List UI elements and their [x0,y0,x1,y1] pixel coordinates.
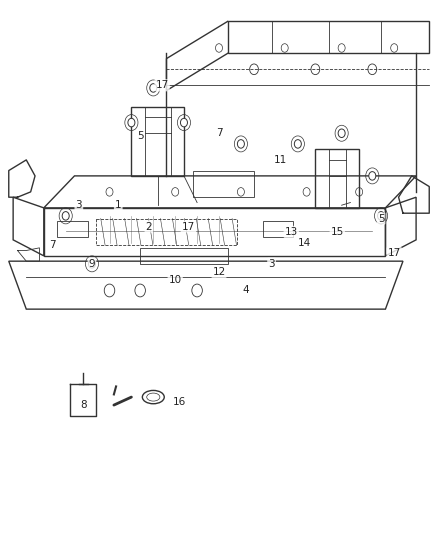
Circle shape [62,212,69,220]
Text: 1: 1 [115,200,122,210]
Circle shape [128,118,135,127]
Circle shape [378,212,385,220]
Text: 13: 13 [285,227,298,237]
Text: 4: 4 [242,286,249,295]
Text: 2: 2 [145,222,152,231]
Circle shape [180,118,187,127]
Text: 5: 5 [137,131,144,141]
Text: 8: 8 [80,400,87,410]
Text: 5: 5 [378,214,385,223]
Text: 16: 16 [173,398,186,407]
Text: 11: 11 [274,155,287,165]
Circle shape [369,172,376,180]
Circle shape [294,140,301,148]
Text: 15: 15 [331,227,344,237]
Text: 7: 7 [215,128,223,138]
Text: 7: 7 [49,240,56,250]
Circle shape [88,260,95,268]
Text: 9: 9 [88,259,95,269]
Text: 10: 10 [169,275,182,285]
Circle shape [338,129,345,138]
Circle shape [237,140,244,148]
Text: 3: 3 [268,259,275,269]
Text: 12: 12 [212,267,226,277]
Text: 17: 17 [182,222,195,231]
Text: 3: 3 [75,200,82,210]
Text: 14: 14 [298,238,311,247]
Text: 17: 17 [388,248,401,258]
Text: 17: 17 [155,80,169,90]
Circle shape [150,84,157,92]
